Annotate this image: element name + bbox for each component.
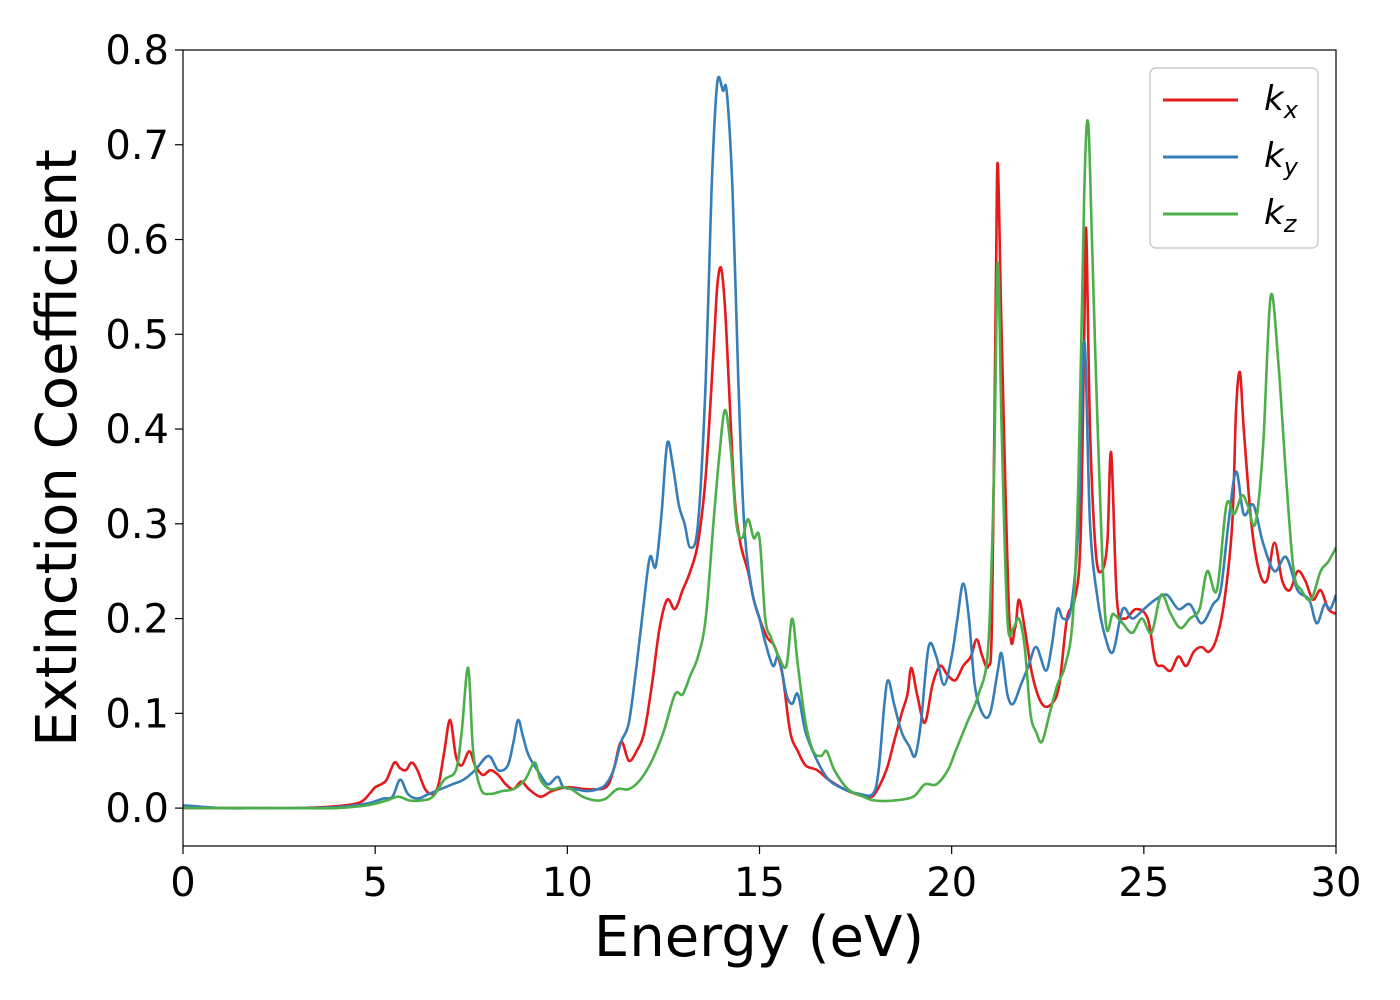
x-tick-label: 20 bbox=[926, 860, 977, 906]
x-tick-label: 15 bbox=[734, 860, 785, 906]
y-tick-label: 0.8 bbox=[105, 28, 169, 74]
x-tick-label: 25 bbox=[1118, 860, 1169, 906]
x-axis-title: Energy (eV) bbox=[594, 905, 924, 970]
y-tick-label: 0.0 bbox=[105, 786, 169, 832]
x-tick-label: 0 bbox=[170, 860, 195, 906]
series-line-y bbox=[183, 75, 1336, 810]
x-tick-label: 5 bbox=[362, 860, 387, 906]
x-tick-label: 30 bbox=[1311, 860, 1362, 906]
legend-label-y: ky bbox=[1264, 136, 1299, 181]
series-line-x bbox=[183, 161, 1336, 810]
y-axis: 0.0 0.1 0.2 0.3 0.4 0.5 0.6 0.7 0.8 bbox=[105, 28, 183, 832]
x-tick-label: 10 bbox=[542, 860, 593, 906]
x-axis: 0 5 10 15 20 25 30 bbox=[170, 846, 1361, 906]
legend-label-z: kz bbox=[1264, 193, 1298, 238]
series-layer bbox=[183, 75, 1336, 810]
y-tick-label: 0.5 bbox=[105, 312, 169, 358]
y-tick-label: 0.3 bbox=[105, 502, 169, 548]
y-tick-label: 0.1 bbox=[105, 691, 169, 737]
series-line-z bbox=[183, 119, 1336, 810]
y-axis-title: Extinction Coefficient bbox=[25, 149, 90, 747]
y-tick-label: 0.6 bbox=[105, 218, 169, 264]
y-tick-label: 0.2 bbox=[105, 597, 169, 643]
y-tick-label: 0.7 bbox=[105, 123, 169, 169]
legend-label-x: kx bbox=[1264, 79, 1299, 124]
legend: kx ky kz bbox=[1149, 67, 1319, 249]
y-tick-label: 0.4 bbox=[105, 407, 169, 453]
